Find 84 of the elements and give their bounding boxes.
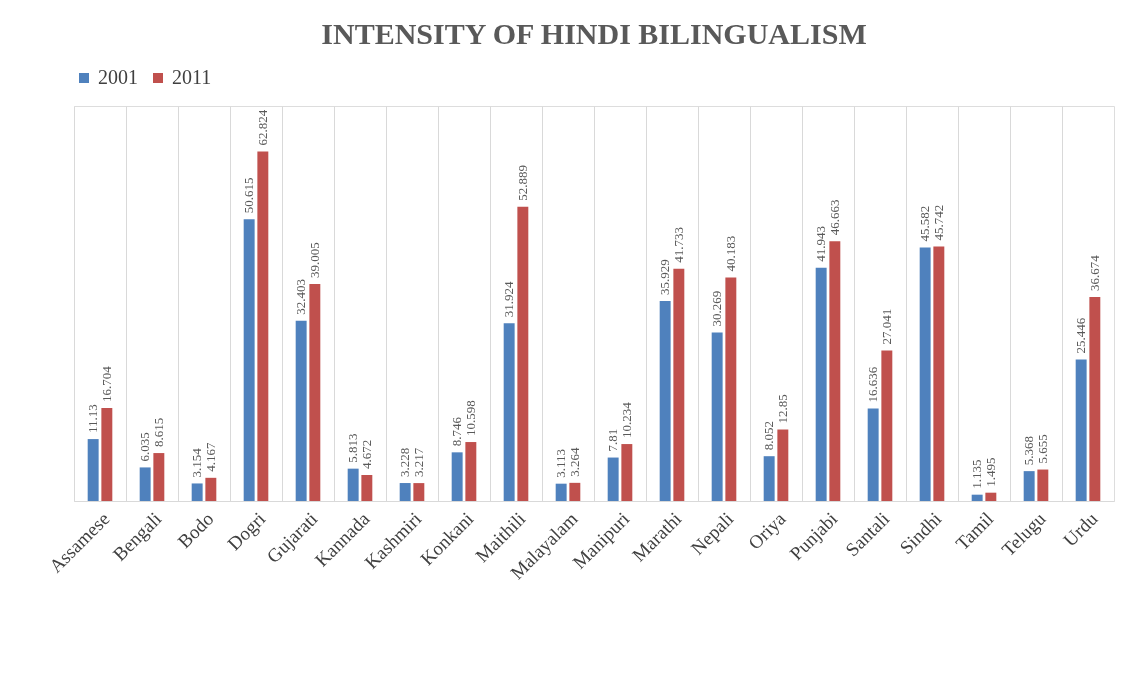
data-label: 6.035	[137, 432, 153, 462]
bar	[711, 332, 723, 501]
data-label: 39.005	[306, 242, 322, 278]
data-label: 5.368	[1021, 435, 1037, 466]
data-label: 10.234	[618, 401, 634, 439]
data-label: 16.636	[865, 366, 881, 403]
data-label: 8.615	[150, 417, 166, 448]
data-label: 3.217	[410, 447, 426, 478]
data-label: 50.615	[241, 177, 257, 214]
bar	[465, 442, 477, 501]
data-label: 3.264	[566, 447, 582, 477]
bar	[881, 350, 893, 501]
data-label: 40.183	[722, 235, 738, 272]
data-label: 62.824	[254, 109, 270, 146]
data-label: 11.13	[85, 404, 101, 434]
bar	[829, 241, 841, 501]
bar	[503, 323, 515, 501]
bar	[971, 494, 983, 501]
bar	[621, 444, 633, 501]
bar	[361, 475, 373, 501]
bar	[569, 482, 581, 501]
data-label: 16.704	[98, 365, 114, 403]
data-label: 4.672	[358, 439, 374, 469]
bar	[257, 151, 269, 501]
bar	[1023, 471, 1035, 501]
bar	[777, 429, 789, 501]
data-label: 46.663	[826, 199, 842, 236]
bar	[763, 456, 775, 501]
chart-title: INTENSITY OF HINDI BILINGUALISM	[321, 17, 867, 50]
bar	[101, 408, 113, 501]
data-label: 32.403	[293, 278, 309, 315]
bar	[139, 467, 151, 501]
data-label: 5.655	[1034, 434, 1050, 464]
data-label: 35.929	[657, 259, 673, 296]
data-label: 52.889	[514, 164, 530, 201]
bar	[673, 268, 685, 501]
data-label: 5.813	[345, 433, 361, 463]
bar	[205, 477, 217, 501]
bar	[153, 453, 165, 501]
bar	[919, 247, 931, 501]
bar	[985, 492, 997, 501]
x-tick-label: Urdu	[1058, 507, 1102, 551]
bar	[607, 457, 619, 501]
bar	[399, 483, 411, 501]
bar	[347, 468, 359, 501]
data-label: 1.135	[969, 459, 985, 489]
bar	[933, 246, 945, 501]
data-label: 7.81	[605, 428, 621, 452]
data-label: 41.733	[670, 227, 686, 263]
legend-label: 2001	[98, 66, 138, 88]
bar	[309, 283, 321, 501]
bar	[243, 219, 255, 501]
data-label: 45.742	[930, 204, 946, 241]
bar	[1037, 469, 1049, 501]
bar	[659, 301, 671, 501]
data-label: 30.269	[709, 290, 725, 327]
bar	[1075, 359, 1087, 501]
data-label: 41.943	[813, 225, 829, 262]
data-label: 8.746	[449, 416, 465, 447]
bar	[191, 483, 203, 501]
data-label: 3.113	[553, 448, 569, 478]
data-label: 10.598	[462, 400, 478, 437]
bar	[451, 452, 463, 501]
data-label: 45.582	[917, 205, 933, 242]
bar	[867, 408, 879, 501]
data-label: 8.052	[761, 420, 777, 451]
bar	[815, 267, 827, 501]
data-label: 1.495	[982, 457, 998, 487]
data-label: 3.228	[397, 447, 413, 478]
bar	[87, 439, 99, 501]
data-label: 36.674	[1086, 254, 1102, 291]
bar	[1089, 296, 1101, 501]
bar	[295, 320, 307, 501]
data-label: 31.924	[501, 281, 517, 318]
bar	[413, 483, 425, 501]
bar	[555, 483, 567, 501]
legend-label: 2011	[172, 66, 212, 88]
data-label: 27.041	[878, 308, 894, 345]
data-label: 4.167	[202, 442, 218, 472]
data-label: 25.446	[1073, 317, 1089, 354]
bar	[517, 206, 529, 501]
bar	[725, 277, 737, 501]
data-label: 3.154	[189, 447, 205, 478]
data-label: 12.85	[774, 394, 790, 424]
